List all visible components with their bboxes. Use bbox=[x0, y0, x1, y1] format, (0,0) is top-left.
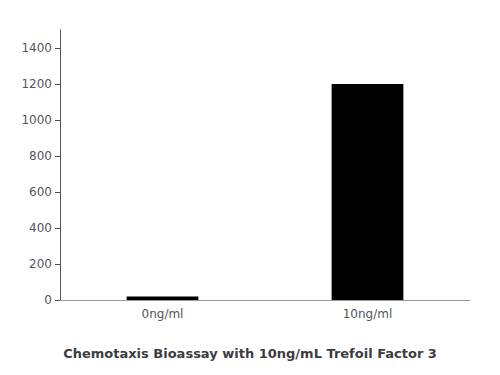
svg-text:Chemotaxis Bioassay with 10ng/: Chemotaxis Bioassay with 10ng/mL Trefoil… bbox=[63, 346, 437, 361]
svg-text:600: 600 bbox=[29, 185, 52, 199]
svg-text:400: 400 bbox=[29, 221, 52, 235]
svg-text:1200: 1200 bbox=[21, 77, 52, 91]
svg-text:800: 800 bbox=[29, 149, 52, 163]
svg-text:1000: 1000 bbox=[21, 113, 52, 127]
svg-text:200: 200 bbox=[29, 257, 52, 271]
svg-text:10ng/ml: 10ng/ml bbox=[343, 307, 393, 321]
svg-text:1400: 1400 bbox=[21, 41, 52, 55]
svg-text:0ng/ml: 0ng/ml bbox=[142, 307, 184, 321]
svg-text:0: 0 bbox=[44, 293, 52, 307]
